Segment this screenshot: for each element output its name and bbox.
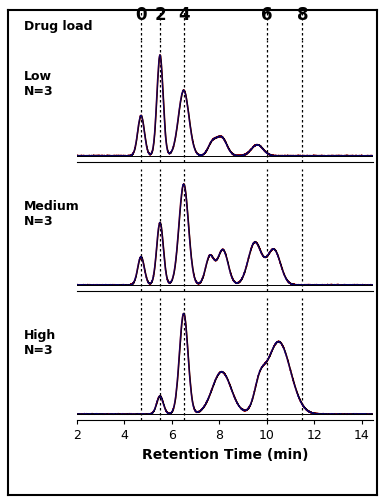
Text: 0: 0 (135, 6, 147, 24)
Text: Drug load: Drug load (23, 20, 92, 33)
X-axis label: Retention Time (min): Retention Time (min) (142, 448, 308, 462)
Text: 2: 2 (154, 6, 166, 24)
Text: High
N=3: High N=3 (23, 329, 56, 356)
Text: Medium
N=3: Medium N=3 (23, 200, 79, 228)
Text: 6: 6 (261, 6, 273, 24)
Text: 4: 4 (178, 6, 189, 24)
Text: Low
N=3: Low N=3 (23, 70, 53, 99)
Text: 8: 8 (296, 6, 308, 24)
